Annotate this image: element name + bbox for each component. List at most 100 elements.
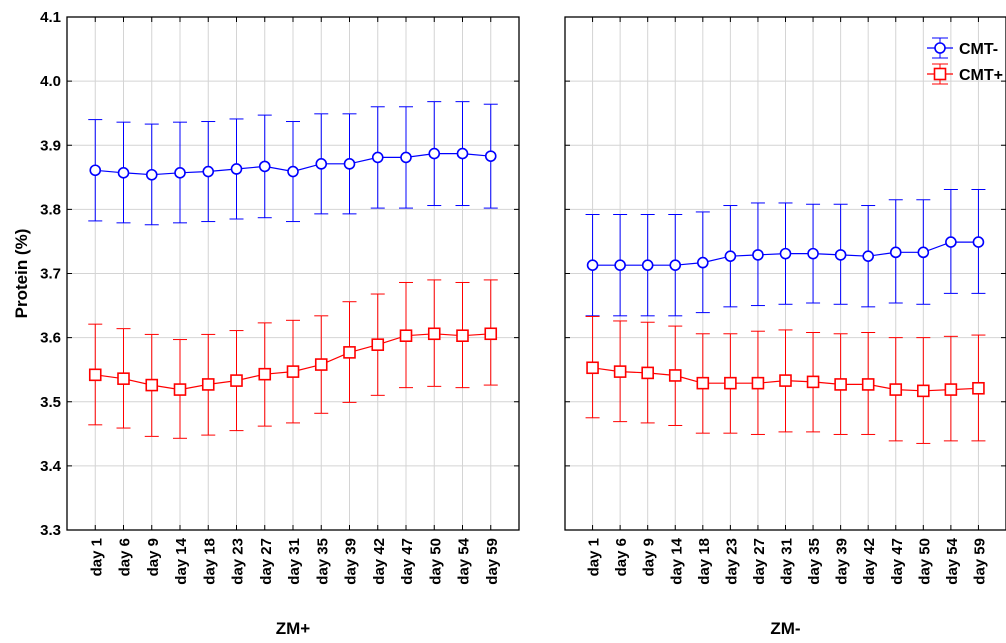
- data-point: [641, 366, 654, 380]
- x-tick-label: day 47: [889, 538, 906, 585]
- x-tick-label: day 9: [641, 538, 658, 576]
- y-axis-title: Protein (%): [12, 229, 31, 319]
- x-tick-label: day 27: [751, 538, 768, 585]
- data-point: [613, 365, 627, 378]
- series-cmt-minus: [585, 188, 986, 317]
- x-tick-label: day 42: [371, 538, 388, 585]
- legend-label: CMT+: [959, 67, 1003, 84]
- data-point: [89, 164, 102, 177]
- data-point: [258, 160, 271, 173]
- x-tick-label: day 42: [861, 538, 878, 585]
- x-tick-label: day 18: [201, 538, 218, 585]
- data-point: [752, 249, 764, 261]
- data-point: [371, 338, 385, 351]
- data-point: [230, 374, 243, 387]
- x-tick-label: day 9: [145, 538, 162, 576]
- y-tick-label: 3.7: [40, 266, 61, 283]
- x-tick-label: day 6: [613, 538, 630, 576]
- x-tick-label: day 39: [834, 538, 851, 585]
- data-point: [399, 329, 413, 343]
- y-tick-label: 4.1: [40, 9, 61, 26]
- x-tick-label: day 18: [696, 538, 713, 585]
- x-tick-label: day 54: [456, 537, 473, 584]
- data-point: [314, 358, 328, 371]
- x-tick-label: day 59: [484, 538, 501, 585]
- data-point: [779, 247, 792, 260]
- data-point: [428, 147, 441, 160]
- data-point: [427, 327, 441, 341]
- data-point: [669, 259, 682, 271]
- data-point: [724, 250, 737, 262]
- data-point: [614, 259, 626, 271]
- data-point: [117, 167, 130, 179]
- x-tick-label: day 14: [668, 537, 685, 584]
- data-point: [400, 151, 412, 164]
- x-tick-label: day 1: [88, 538, 105, 576]
- y-tick-label: 3.6: [40, 330, 61, 347]
- x-tick-label: day 31: [286, 538, 303, 585]
- data-point: [258, 367, 272, 381]
- data-point: [668, 369, 682, 382]
- y-tick-label: 3.4: [40, 458, 62, 475]
- data-point: [343, 158, 356, 170]
- data-point: [315, 158, 328, 170]
- x-axis-title: ZM-: [770, 619, 800, 638]
- data-point: [174, 167, 186, 179]
- data-point: [834, 378, 847, 391]
- data-point: [724, 376, 737, 390]
- panel-zm-plus: 3.3 3.4 3.5 3.6 3.7 3.8 3.9 4.0 4.1 day 1 day 6 day…: [12, 9, 520, 638]
- data-point: [861, 378, 875, 391]
- x-tick-label: day 6: [117, 538, 134, 576]
- x-tick-label: day 50: [427, 538, 444, 585]
- data-point: [917, 384, 930, 398]
- x-tick-label: day 35: [314, 538, 331, 585]
- x-axis-title: ZM+: [276, 619, 311, 638]
- data-point: [456, 147, 469, 160]
- data-point: [945, 236, 957, 248]
- x-tick-label: day 27: [258, 538, 275, 585]
- legend-label: CMT-: [959, 41, 998, 58]
- data-point: [286, 365, 300, 378]
- x-tick-label: day 14: [173, 537, 190, 584]
- x-tick-label: day 47: [399, 538, 416, 585]
- y-tick-label: 3.8: [40, 201, 61, 218]
- data-point: [641, 259, 654, 271]
- data-point: [586, 259, 599, 271]
- data-point: [230, 163, 243, 175]
- legend-marker: [934, 42, 946, 54]
- data-point: [484, 327, 498, 341]
- data-point: [371, 151, 384, 164]
- data-point: [343, 346, 356, 359]
- y-tick-label: 3.3: [40, 522, 61, 539]
- panel-zm-minus: day 1 day 6 day 9 day 14 day 18 day 23 day 27 d…: [564, 16, 1006, 638]
- data-point: [201, 378, 215, 391]
- data-point: [862, 250, 874, 262]
- x-tick-label: day 31: [779, 538, 796, 585]
- x-tick-label: day 50: [916, 538, 933, 585]
- data-point: [117, 372, 130, 385]
- x-tick-label: day 23: [230, 538, 247, 585]
- series-cmt-plus: [88, 279, 498, 439]
- data-point: [88, 368, 102, 382]
- data-point: [751, 376, 765, 390]
- series-cmt-plus: [585, 315, 986, 444]
- series-cmt-minus: [88, 101, 498, 226]
- data-point: [586, 361, 599, 375]
- data-point: [145, 378, 159, 392]
- y-tick-label: 3.5: [40, 394, 61, 411]
- data-point: [917, 246, 930, 259]
- data-point: [889, 383, 903, 396]
- data-point: [972, 381, 985, 395]
- data-point: [173, 383, 187, 396]
- data-point: [807, 247, 819, 260]
- y-tick-label: 3.9: [40, 137, 61, 154]
- x-tick-label: day 59: [971, 538, 988, 585]
- data-point: [697, 256, 709, 269]
- legend: CMT- CMT+: [927, 37, 1003, 85]
- x-tick-label: day 39: [343, 538, 360, 585]
- data-point: [972, 236, 985, 248]
- data-point: [889, 246, 902, 259]
- legend-marker: [933, 67, 947, 81]
- data-point: [484, 150, 497, 162]
- data-point: [806, 375, 820, 389]
